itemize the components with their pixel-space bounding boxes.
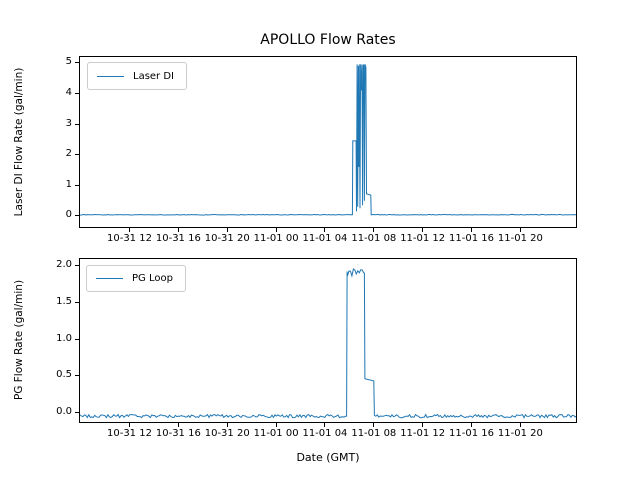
x-tick-label: 11-01 04 — [302, 233, 348, 244]
legend-line-sample-pg-loop — [96, 278, 123, 279]
x-tick — [275, 228, 277, 232]
y-tick — [75, 411, 79, 413]
series-line-laser-di — [80, 64, 576, 216]
x-tick — [226, 423, 228, 427]
y-tick-label: 0.0 — [56, 405, 72, 417]
x-tick — [324, 423, 326, 427]
x-tick — [373, 423, 375, 427]
y-tick-label: 5 — [65, 56, 72, 68]
x-tick-label: 10-31 12 — [106, 233, 152, 244]
y-tick — [75, 375, 79, 377]
y-tick — [75, 154, 79, 156]
y-tick — [75, 265, 79, 267]
y-tick — [75, 92, 79, 94]
y-tick — [75, 301, 79, 303]
y-tick-label: 4 — [65, 86, 72, 98]
x-tick-label: 11-01 20 — [497, 428, 543, 439]
y-tick — [75, 338, 79, 340]
x-tick — [226, 228, 228, 232]
legend-label-pg-loop: PG Loop — [132, 273, 173, 284]
x-tick-label: 11-01 20 — [497, 233, 543, 244]
pg-loop-plot-area — [80, 268, 576, 419]
x-tick-label: 11-01 08 — [351, 428, 397, 439]
x-tick — [324, 228, 326, 232]
y-tick — [75, 184, 79, 186]
x-tick — [177, 228, 179, 232]
x-tick-label: 11-01 12 — [400, 233, 446, 244]
y-tick-label: 1.0 — [56, 332, 72, 344]
legend-label-laser-di: Laser DI — [133, 70, 175, 82]
y-tick-label: 0.5 — [56, 369, 72, 381]
x-axis-label: Date (GMT) — [296, 451, 360, 464]
x-tick-label: 11-01 08 — [351, 233, 397, 244]
legend-pg-loop: PG Loop — [86, 265, 186, 292]
y-tick — [75, 215, 79, 217]
y-tick-label: 0 — [65, 209, 72, 221]
x-tick-label: 11-01 16 — [449, 233, 495, 244]
y-tick-label: 1 — [65, 178, 72, 190]
x-tick — [373, 228, 375, 232]
x-tick — [471, 228, 473, 232]
x-tick — [519, 423, 521, 427]
x-tick — [471, 423, 473, 427]
y-tick-label: 2 — [65, 148, 72, 160]
x-tick — [128, 423, 130, 427]
x-tick — [128, 228, 130, 232]
laser-di-plot-area — [80, 64, 576, 216]
x-tick-label: 10-31 20 — [204, 428, 250, 439]
x-tick — [422, 423, 424, 427]
x-tick-label: 10-31 20 — [204, 233, 250, 244]
x-tick-label: 11-01 04 — [302, 428, 348, 439]
x-tick-label: 11-01 00 — [253, 233, 299, 244]
x-tick-label: 11-01 12 — [400, 428, 446, 439]
x-tick — [422, 228, 424, 232]
x-tick-label: 10-31 16 — [155, 428, 201, 439]
legend-line-sample-laser-di — [97, 75, 124, 77]
x-tick — [177, 423, 179, 427]
x-tick-label: 10-31 16 — [155, 233, 201, 244]
y-tick — [75, 62, 79, 64]
series-line-pg-loop — [80, 268, 576, 419]
x-tick-label: 11-01 00 — [253, 428, 299, 439]
x-tick-label: 11-01 16 — [449, 428, 495, 439]
y-tick — [75, 123, 79, 125]
y-tick-label: 2.0 — [56, 259, 72, 271]
legend-laser-di: Laser DI — [87, 62, 188, 90]
y-tick-label: 3 — [65, 117, 72, 129]
y-tick-label: 1.5 — [56, 295, 72, 307]
x-tick — [519, 228, 521, 232]
x-tick-label: 10-31 12 — [106, 428, 152, 439]
x-tick — [275, 423, 277, 427]
chart-title: APOLLO Flow Rates — [260, 32, 396, 48]
